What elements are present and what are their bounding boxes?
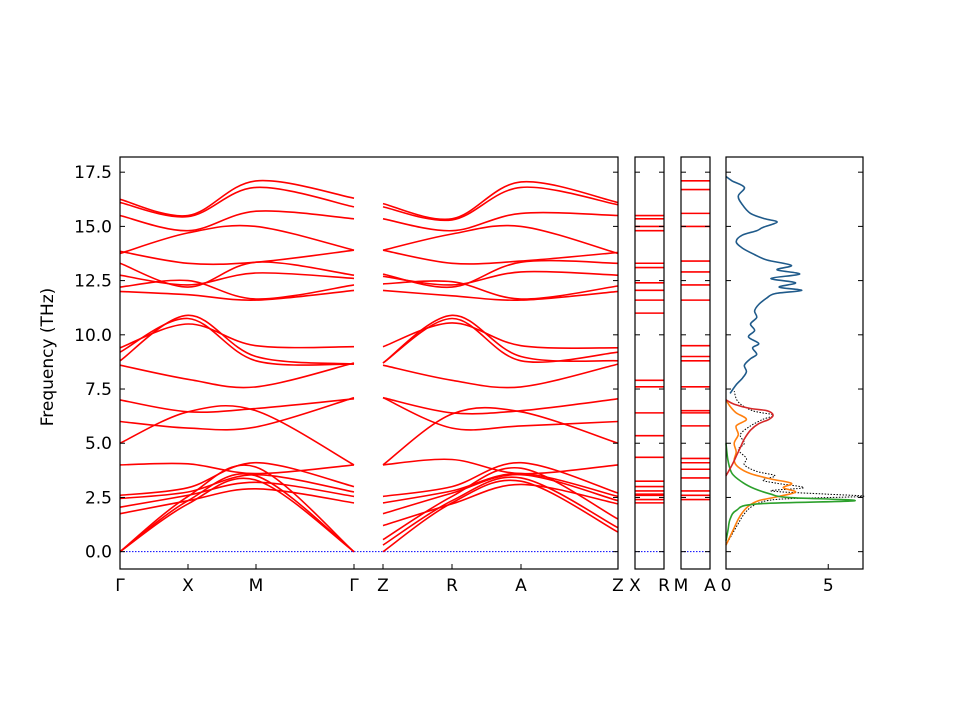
- band-branch: [119, 261, 355, 288]
- band-branch: [119, 396, 355, 431]
- y-tick-label: 0.0: [85, 543, 112, 563]
- band-branch: [382, 259, 619, 289]
- dos-curve-dos_red: [725, 399, 774, 477]
- band-branch: [382, 224, 619, 255]
- band-branch: [382, 322, 619, 349]
- band-branch: [119, 473, 355, 553]
- band-branch: [119, 362, 355, 389]
- band-branch: [382, 270, 619, 286]
- band-branch: [382, 461, 619, 498]
- dos-curve-dos_blue: [725, 175, 803, 394]
- dos-x-tick-label: 5: [823, 576, 834, 596]
- dos-panel-frame: [725, 156, 864, 570]
- xr-panel-left-label: X: [629, 576, 641, 596]
- band-branch: [382, 483, 619, 527]
- band-panel-frame: [119, 156, 619, 570]
- band-branch: [382, 249, 619, 265]
- band-branch: [119, 272, 355, 286]
- dos-curve-dos_total: [725, 391, 865, 546]
- band-branch: [382, 289, 619, 301]
- band-branch: [119, 404, 355, 466]
- ma-panel-frame: [680, 156, 711, 570]
- band-branch: [382, 406, 619, 466]
- band-branch: [119, 210, 355, 232]
- y-tick-label: 15.0: [74, 217, 112, 237]
- y-tick-label: 10.0: [74, 326, 112, 346]
- path-tick-label: Γ: [349, 576, 359, 596]
- band-branch: [382, 458, 619, 475]
- dos-curve-dos_green: [725, 443, 856, 541]
- path-tick-label: A: [515, 576, 527, 596]
- band-branch: [382, 396, 619, 431]
- band-branch: [382, 396, 619, 415]
- band-branch: [382, 186, 619, 222]
- dos-x-tick-label: 0: [721, 576, 732, 596]
- band-branch: [382, 317, 619, 364]
- band-branch: [382, 476, 619, 546]
- band-branch: [119, 398, 355, 414]
- ma-panel-left-label: M: [674, 576, 689, 596]
- band-branch: [119, 487, 355, 515]
- band-branch: [119, 323, 355, 349]
- band-branch: [382, 473, 619, 515]
- band-branch: [119, 179, 355, 217]
- y-tick-label: 7.5: [85, 380, 112, 400]
- y-tick-label: 5.0: [85, 434, 112, 454]
- path-tick-label: Z: [612, 576, 624, 596]
- y-tick-label: 17.5: [74, 163, 112, 183]
- band-branch: [119, 249, 355, 266]
- dos-curve-dos_orange: [725, 399, 797, 546]
- band-branch: [382, 479, 619, 553]
- path-tick-label: R: [446, 576, 458, 596]
- band-branch: [119, 477, 355, 553]
- xr-panel-frame: [634, 156, 665, 570]
- band-branch: [382, 472, 619, 504]
- path-tick-label: Γ: [115, 576, 125, 596]
- band-branch: [119, 279, 355, 300]
- y-tick-label: 2.5: [85, 488, 112, 508]
- band-structure-panel: 0.02.55.07.510.012.515.017.5Γ X M Γ Z R A Z: [74, 156, 624, 596]
- path-tick-label: X: [182, 576, 194, 596]
- path-tick-label: Z: [377, 576, 389, 596]
- band-branch: [119, 473, 355, 500]
- ma-panel-right-label: A: [704, 576, 716, 596]
- xr-panel-right-label: R: [658, 576, 670, 596]
- y-axis-label: Frequency (THz): [38, 288, 58, 427]
- band-branch: [119, 224, 355, 255]
- path-tick-label: M: [249, 576, 264, 596]
- band-branch: [119, 317, 355, 366]
- band-branch: [119, 186, 355, 218]
- band-branch: [382, 211, 619, 232]
- band-branch: [119, 481, 355, 508]
- band-branch: [382, 180, 619, 221]
- band-branch: [382, 363, 619, 389]
- band-branch: [119, 462, 355, 475]
- y-tick-label: 12.5: [74, 272, 112, 292]
- band-branch: [119, 289, 355, 301]
